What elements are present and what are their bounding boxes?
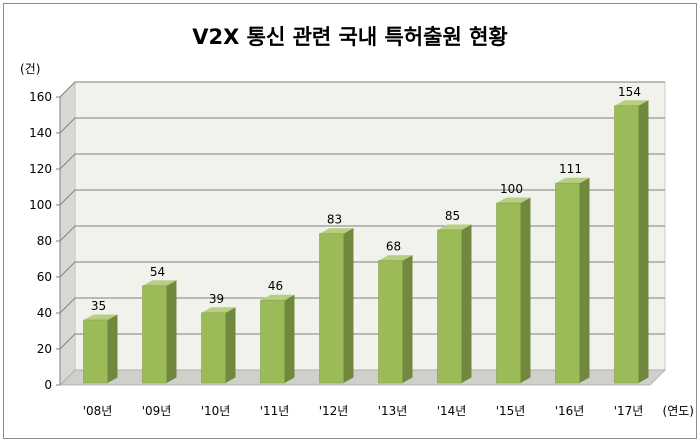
x-tick-label: '17년 [614, 404, 644, 418]
y-tick-label: 40 [37, 306, 52, 320]
bar-side [107, 314, 118, 383]
data-label: 68 [386, 240, 401, 254]
bar-side [166, 280, 177, 383]
chart-title: V2X 통신 관련 국내 특허출원 현황 [192, 25, 507, 49]
bar [319, 233, 344, 384]
bar-top [378, 255, 413, 261]
gridline [59, 189, 665, 206]
bar [437, 229, 462, 384]
bar-top [142, 280, 177, 286]
bar [201, 312, 226, 384]
y-tick-label: 100 [29, 198, 52, 212]
x-tick-label: '10년 [201, 404, 231, 418]
bar [378, 260, 403, 384]
y-tick-label: 20 [37, 342, 52, 356]
bar-top [260, 294, 295, 301]
y-tick-label: 120 [29, 162, 52, 176]
x-tick-label: '14년 [437, 404, 467, 418]
data-label: 54 [150, 265, 165, 279]
bar-top [83, 314, 118, 320]
data-label: 46 [268, 279, 283, 293]
bar-side [402, 255, 413, 383]
data-label: 83 [327, 213, 342, 227]
x-axis-unit: (연도) [663, 404, 694, 418]
x-tick-label: '09년 [142, 404, 172, 418]
bar [496, 202, 521, 384]
x-tick-label: '08년 [83, 404, 113, 418]
bar-side [284, 294, 295, 383]
x-tick-label: '11년 [260, 404, 290, 418]
data-label: 154 [618, 85, 641, 99]
data-label: 85 [445, 209, 460, 223]
y-tick-label: 60 [37, 270, 52, 284]
x-tick-label: '16년 [555, 404, 585, 418]
y-tick-label: 140 [29, 126, 52, 140]
bar-top [201, 307, 236, 313]
bar [83, 319, 108, 384]
bar-side [520, 197, 531, 383]
x-tick-label: '12년 [319, 404, 349, 418]
gridline [59, 117, 665, 134]
bar [555, 182, 580, 384]
data-label: 111 [559, 162, 582, 176]
x-tick-label: '15년 [496, 404, 526, 418]
bar-side [638, 100, 649, 384]
bar-side [579, 177, 590, 383]
data-label: 35 [91, 299, 106, 313]
bar-side [461, 224, 472, 383]
gridline [59, 153, 665, 170]
bar-top [437, 224, 472, 230]
bar [142, 285, 167, 384]
y-axis-unit: (건) [20, 62, 40, 76]
data-label: 100 [500, 182, 523, 196]
y-tick-label: 80 [37, 234, 52, 248]
bar-top [496, 197, 531, 203]
data-label: 39 [209, 292, 224, 306]
bar-side [343, 228, 354, 383]
y-tick-label: 0 [44, 378, 52, 392]
bar-top [319, 228, 354, 234]
gridline [59, 81, 665, 98]
bar-side [225, 307, 236, 383]
bar-top [555, 177, 590, 184]
bar-top [614, 100, 649, 106]
y-tick-label: 160 [29, 90, 52, 104]
bar [614, 105, 639, 384]
bar [260, 299, 285, 384]
x-tick-label: '13년 [378, 404, 408, 418]
